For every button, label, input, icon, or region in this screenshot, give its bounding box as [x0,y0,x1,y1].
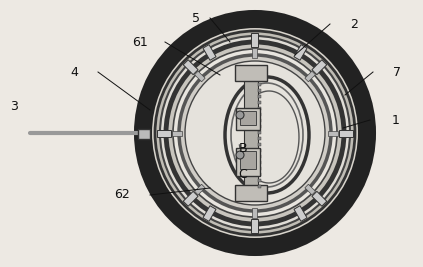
Bar [258,131,261,134]
Ellipse shape [137,13,373,253]
Bar [258,149,261,152]
Text: 61: 61 [132,36,148,49]
Bar [258,95,261,98]
Bar [305,184,316,195]
Bar [157,129,171,136]
Bar [183,191,198,206]
Bar [339,129,353,136]
Bar [258,119,261,122]
Ellipse shape [155,31,355,235]
Ellipse shape [185,61,325,205]
Ellipse shape [143,19,367,247]
Bar [235,65,267,81]
Ellipse shape [166,42,344,224]
Bar [236,108,260,130]
Text: B: B [239,142,247,155]
Bar [253,48,258,58]
Text: 1: 1 [392,113,400,127]
Bar [240,151,256,169]
Bar [294,45,307,60]
Bar [195,184,205,195]
Bar [252,33,258,47]
Bar [312,60,327,75]
Text: C: C [239,168,247,182]
Bar [253,208,258,218]
Bar [252,219,258,233]
Text: 4: 4 [70,65,78,78]
Bar [312,191,327,206]
Bar [328,131,338,135]
Bar [258,83,261,86]
Bar [203,45,216,60]
Bar [258,89,261,92]
Text: 62: 62 [114,189,130,202]
Bar [258,155,261,158]
Ellipse shape [236,111,244,119]
Bar [138,129,150,139]
Bar [195,71,205,82]
Bar [258,113,261,116]
Bar [258,107,261,110]
Text: 2: 2 [350,18,358,30]
Text: 7: 7 [393,65,401,78]
Text: 3: 3 [10,100,18,113]
Bar [183,60,198,75]
Bar [240,111,256,125]
Ellipse shape [236,151,244,159]
Bar [258,173,261,176]
Ellipse shape [173,49,337,217]
Ellipse shape [179,55,331,211]
Bar [258,101,261,104]
Text: 5: 5 [192,11,200,25]
Bar [305,71,316,82]
Bar [258,125,261,128]
Bar [258,137,261,140]
Bar [294,206,307,221]
Bar [235,185,267,201]
Bar [203,206,216,221]
Bar [258,179,261,182]
Ellipse shape [160,36,350,230]
Bar [258,143,261,146]
Bar [244,78,258,193]
Bar [258,161,261,164]
Bar [236,148,260,176]
Bar [172,131,182,135]
Bar [258,185,261,188]
Bar [258,167,261,170]
